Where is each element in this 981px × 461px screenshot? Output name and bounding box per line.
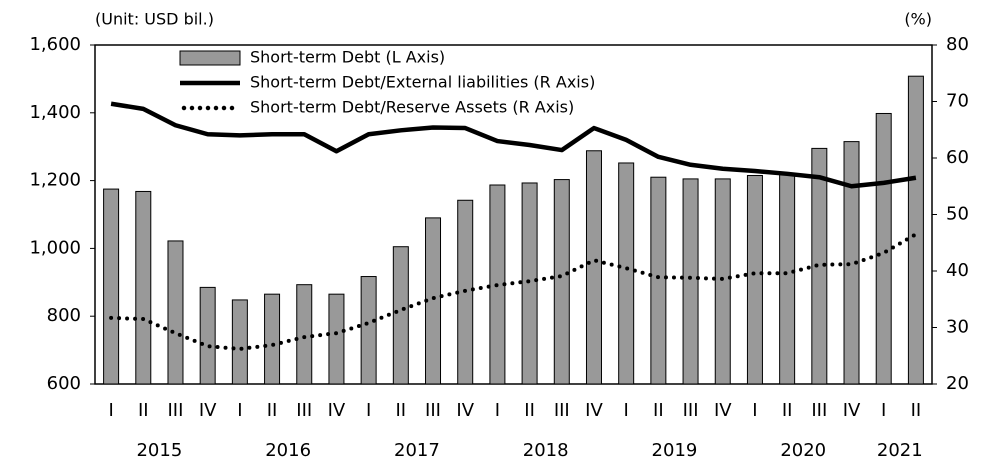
x-tick-label: IV xyxy=(843,400,861,421)
x-tick-label: I xyxy=(366,400,371,421)
x-tick-label: III xyxy=(683,400,699,421)
legend-label: Short-term Debt (L Axis) xyxy=(250,48,445,67)
x-tick-label: III xyxy=(811,400,827,421)
year-label: 2018 xyxy=(523,440,569,461)
line-series xyxy=(109,232,918,351)
y2-tick-label: 30 xyxy=(946,317,969,338)
x-tick-label: III xyxy=(168,400,184,421)
legend-label: Short-term Debt/External liabilities (R … xyxy=(250,73,595,92)
bar xyxy=(199,286,216,385)
y-tick-label: 1,600 xyxy=(29,34,81,55)
bar xyxy=(682,178,699,385)
bar xyxy=(392,246,409,385)
x-tick-label: IV xyxy=(585,400,603,421)
year-label: 2017 xyxy=(394,440,440,461)
bar xyxy=(585,150,602,385)
x-tick-label: I xyxy=(108,400,113,421)
x-tick-label: I xyxy=(237,400,242,421)
x-tick-label: II xyxy=(653,400,664,421)
bar xyxy=(650,176,667,385)
x-tick-label: III xyxy=(296,400,312,421)
x-tick-label: I xyxy=(624,400,629,421)
bar xyxy=(714,178,731,385)
legend-swatch xyxy=(179,50,241,66)
year-label: 2021 xyxy=(877,440,923,461)
bar xyxy=(618,162,635,385)
left-unit: (Unit: USD bil.) xyxy=(95,10,214,29)
bar xyxy=(264,293,281,385)
x-tick-label: III xyxy=(425,400,441,421)
y2-tick-label: 40 xyxy=(946,260,969,281)
legend-label: Short-term Debt/Reserve Assets (R Axis) xyxy=(250,98,574,117)
year-label: 2019 xyxy=(652,440,698,461)
x-tick-label: I xyxy=(752,400,757,421)
bar xyxy=(360,276,377,385)
x-tick-label: II xyxy=(267,400,278,421)
y-tick-label: 800 xyxy=(47,305,81,326)
x-tick-label: II xyxy=(782,400,793,421)
x-tick-label: I xyxy=(495,400,500,421)
y2-tick-label: 80 xyxy=(946,34,969,55)
x-tick-label: IV xyxy=(456,400,474,421)
bar xyxy=(811,147,828,385)
bar xyxy=(167,240,184,385)
x-tick-label: II xyxy=(524,400,535,421)
bar xyxy=(907,75,924,385)
y-tick-label: 1,400 xyxy=(29,102,81,123)
y-tick-label: 1,200 xyxy=(29,170,81,191)
bar xyxy=(521,182,538,385)
bar xyxy=(231,299,248,385)
y2-tick-label: 20 xyxy=(946,373,969,394)
bar xyxy=(843,141,860,385)
year-label: 2015 xyxy=(136,440,182,461)
plot-frame xyxy=(94,44,933,385)
bar xyxy=(103,188,120,385)
x-tick-label: IV xyxy=(714,400,732,421)
bar xyxy=(328,293,345,385)
x-tick-label: II xyxy=(396,400,407,421)
year-label: 2020 xyxy=(780,440,826,461)
x-tick-label: IV xyxy=(328,400,346,421)
x-tick-label: IV xyxy=(199,400,217,421)
x-tick-label: II xyxy=(138,400,149,421)
bar xyxy=(875,112,892,385)
bar xyxy=(135,190,152,385)
bar xyxy=(779,173,796,385)
x-tick-label: II xyxy=(911,400,922,421)
bar xyxy=(553,179,570,385)
y2-tick-label: 70 xyxy=(946,91,969,112)
bar xyxy=(746,175,763,385)
line-series xyxy=(110,101,917,189)
right-unit: (%) xyxy=(904,10,932,29)
x-tick-label: I xyxy=(881,400,886,421)
y-tick-label: 600 xyxy=(47,373,81,394)
y-tick-label: 1,000 xyxy=(29,237,81,258)
year-label: 2016 xyxy=(265,440,311,461)
y2-tick-label: 50 xyxy=(946,204,969,225)
x-tick-label: III xyxy=(554,400,570,421)
bar xyxy=(296,284,313,385)
y2-tick-label: 60 xyxy=(946,147,969,168)
